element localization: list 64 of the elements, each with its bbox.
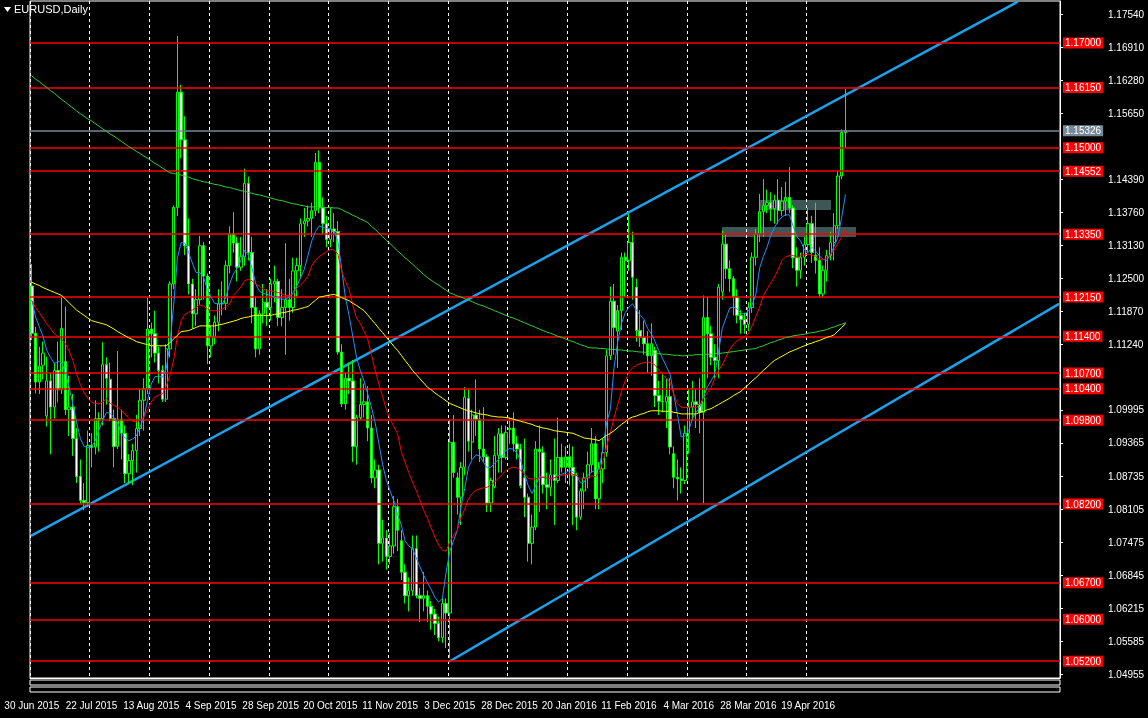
ref-line-label: 1.15326: [1065, 125, 1102, 137]
ref-line-label: 1.06000: [1065, 613, 1102, 625]
candlestick: [284, 242, 287, 356]
line-series: [31, 194, 846, 603]
x-tick-label: 28 Sep 2015: [242, 699, 300, 711]
x-tick-label: 28 Dec 2015: [481, 699, 539, 711]
ref-line-label: 1.09800: [1065, 414, 1102, 426]
candlestick: [86, 430, 90, 508]
x-tick-label: 11 Nov 2015: [362, 699, 419, 711]
y-tick-label: 1.12500: [1108, 273, 1145, 285]
y-tick-label: 1.08105: [1108, 503, 1145, 515]
y-tick-label: 1.08735: [1108, 470, 1145, 482]
x-tick-label: 20 Oct 2015: [303, 699, 359, 711]
ref-line-label: 1.16150: [1065, 81, 1102, 93]
candlestick: [351, 359, 355, 463]
ref-line-label: 1.05200: [1065, 655, 1102, 667]
candlestick: [564, 445, 567, 484]
y-tick-label: 1.06845: [1108, 569, 1145, 581]
x-tick-label: 20 Jan 2016: [541, 699, 598, 711]
candlestick: [575, 472, 578, 531]
ref-line-label: 1.14552: [1065, 165, 1102, 177]
x-tick-label: 30 Jun 2015: [4, 699, 60, 711]
y-tick-label: 1.11870: [1108, 306, 1144, 318]
ref-line-label: 1.17000: [1065, 37, 1102, 49]
y-tick-label: 1.05585: [1108, 635, 1145, 647]
candlestick: [769, 191, 772, 222]
chart-title: EURUSD,Daily: [14, 2, 89, 15]
ref-line-label: 1.11400: [1065, 330, 1101, 342]
y-tick-label: 1.09365: [1108, 437, 1145, 449]
y-tick-label: 1.13760: [1108, 207, 1145, 219]
y-tick-label: 1.16280: [1108, 75, 1145, 87]
ref-line-label: 1.08200: [1065, 498, 1102, 510]
ref-line-label: 1.10700: [1065, 367, 1102, 379]
line-series: [31, 75, 846, 357]
y-tick-label: 1.06215: [1108, 602, 1145, 614]
x-tick-label: 13 Aug 2015: [123, 699, 180, 711]
y-tick-label: 1.09995: [1108, 404, 1145, 416]
y-tick-label: 1.11240: [1108, 339, 1144, 351]
y-tick-label: 1.07475: [1108, 536, 1145, 548]
candlestick: [762, 178, 765, 238]
y-tick-label: 1.16910: [1108, 42, 1145, 54]
candlestick: [441, 597, 444, 644]
ref-line-label: 1.10400: [1065, 383, 1102, 395]
ref-line-label: 1.06700: [1065, 577, 1102, 589]
ref-line-label: 1.13350: [1065, 228, 1102, 240]
candlestick: [500, 424, 504, 474]
y-tick-label: 1.13130: [1108, 240, 1145, 252]
y-tick-label: 1.04955: [1108, 668, 1145, 680]
x-tick-label: 11 Feb 2016: [601, 699, 658, 711]
candlestick: [243, 168, 246, 267]
y-tick-label: 1.15650: [1108, 108, 1145, 120]
y-tick-label: 1.14390: [1108, 174, 1145, 186]
x-tick-label: 22 Jul 2015: [65, 699, 118, 711]
candlestick: [635, 278, 638, 343]
x-tick-label: 19 Apr 2016: [781, 699, 836, 711]
candlestick: [571, 445, 575, 526]
x-tick-label: 28 Mar 2016: [720, 699, 777, 711]
x-tick-label: 4 Mar 2016: [663, 699, 715, 711]
ref-line-label: 1.12150: [1065, 291, 1102, 303]
x-tick-label: 3 Dec 2015: [424, 699, 476, 711]
y-tick-label: 1.17540: [1108, 9, 1145, 21]
x-tick-label: 4 Sep 2015: [185, 699, 238, 711]
ref-line-label: 1.15000: [1065, 142, 1102, 154]
line-series: [31, 281, 846, 442]
